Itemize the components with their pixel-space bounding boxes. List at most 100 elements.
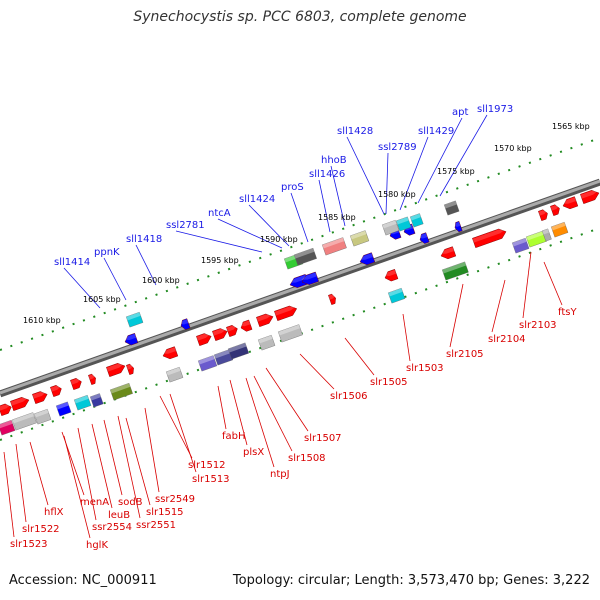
top-leader-line [417, 117, 463, 204]
bottom-leader-line [3, 451, 15, 538]
scale-label: 1600 kbp [142, 276, 180, 285]
gene-label-top: sll1973 [477, 104, 513, 115]
gene-label-top: proS [281, 182, 304, 193]
gene-feature-box [349, 230, 370, 247]
forward-gene [88, 373, 96, 385]
gene-label-bottom: slr2105 [446, 349, 484, 360]
top-leader-line [439, 114, 488, 197]
forward-gene [70, 378, 82, 390]
scale-label: 1590 kbp [260, 235, 298, 244]
bottom-leader-line [29, 441, 49, 506]
gene-label-top: sll1426 [309, 169, 345, 180]
forward-gene [538, 209, 548, 221]
bottom-leader-line [491, 279, 506, 333]
top-leader-line [135, 244, 157, 286]
bottom-leader-line [103, 419, 123, 496]
gene-feature-box [89, 393, 104, 408]
top-leader-line [175, 230, 263, 253]
bottom-leader-line [229, 379, 248, 446]
forward-gene [440, 246, 457, 260]
forward-gene [0, 403, 12, 416]
topology-label: Topology: circular; Length: 3,573,470 bp… [232, 573, 590, 588]
gene-label-bottom: hflX [44, 507, 64, 518]
top-leader-line [217, 218, 283, 249]
accession-label: Accession: NC_000911 [9, 573, 157, 588]
gene-feature-box [73, 394, 92, 411]
top-scale-line [0, 137, 600, 351]
gene-feature-box [387, 287, 406, 304]
bottom-leader-line [217, 385, 227, 430]
gene-label-bottom: hglK [86, 540, 108, 551]
gene-label-bottom: ssr2549 [155, 494, 195, 505]
gene-label-bottom: slr2104 [488, 334, 526, 345]
bottom-leader-line [299, 353, 335, 390]
feature-layer [0, 190, 600, 436]
gene-feature-box [257, 334, 276, 351]
top-leader-line [248, 204, 290, 247]
gene-feature-box [197, 355, 218, 372]
gene-feature-box [213, 349, 234, 366]
bottom-leader-line [265, 367, 309, 432]
forward-gene [226, 325, 238, 337]
scale-label: 1605 kbp [83, 295, 121, 304]
gene-label-bottom: slr2103 [519, 320, 557, 331]
gene-feature-box [293, 247, 317, 266]
gene-feature-box [550, 221, 569, 238]
gene-feature-box [0, 419, 16, 436]
top-leader-line [385, 152, 389, 215]
map-title: Synechocystis sp. PCC 6803, complete gen… [133, 9, 467, 25]
top-leader-line [318, 179, 331, 233]
forward-gene [256, 313, 274, 327]
gene-feature-box [511, 237, 530, 254]
gene-label-bottom: fabH [222, 431, 246, 442]
gene-feature-box [443, 200, 460, 216]
gene-label-top: sll1418 [126, 234, 162, 245]
gene-label-bottom: ntpJ [270, 469, 290, 480]
forward-gene [162, 346, 179, 360]
gene-label-bottom: slr1515 [146, 507, 184, 518]
scale-label: 1595 kbp [201, 256, 239, 265]
forward-gene [126, 363, 134, 375]
gene-label-bottom: slr1512 [188, 460, 226, 471]
bottom-leader-line [344, 337, 375, 376]
bottom-leader-line [15, 443, 27, 523]
bottom-leader-line [159, 395, 193, 459]
gene-feature-box [381, 219, 400, 236]
bottom-leader-line [253, 375, 293, 452]
forward-gene [550, 204, 560, 216]
top-leader-line [346, 136, 385, 215]
gene-label-top: ssl2789 [378, 142, 417, 153]
gene-feature-box [441, 261, 469, 281]
scale-label: 1565 kbp [552, 122, 590, 131]
gene-label-top: sll1424 [239, 194, 275, 205]
forward-gene [10, 397, 30, 411]
forward-gene [50, 385, 62, 397]
gene-feature-box [33, 408, 52, 425]
gene-label-bottom: ssr2551 [136, 520, 176, 531]
bottom-leader-line [144, 407, 160, 493]
reverse-gene [454, 221, 463, 233]
gene-label-bottom: slr1522 [22, 524, 60, 535]
scale-label: 1610 kbp [23, 316, 61, 325]
bottom-leader-line [245, 377, 275, 468]
bottom-leader-line [169, 393, 197, 473]
bottom-leader-line [91, 423, 113, 509]
gene-feature-box [395, 216, 412, 232]
forward-gene [580, 190, 600, 204]
top-leader-line [63, 267, 101, 309]
top-leader-line [290, 192, 309, 243]
bottom-leader-line [77, 427, 97, 521]
gene-feature-box [227, 342, 249, 360]
forward-gene [212, 328, 228, 341]
forward-gene [240, 319, 253, 332]
gene-feature-box [11, 412, 37, 431]
reverse-gene [359, 252, 376, 266]
reverse-gene [301, 271, 320, 285]
gene-label-bottom: sodB [118, 497, 143, 508]
forward-gene [274, 305, 298, 321]
gene-feature-box [321, 237, 347, 256]
gene-label-bottom: slr1506 [330, 391, 368, 402]
gene-label-top: sll1414 [54, 257, 90, 268]
forward-gene [328, 293, 336, 305]
gene-feature-box [55, 401, 72, 417]
